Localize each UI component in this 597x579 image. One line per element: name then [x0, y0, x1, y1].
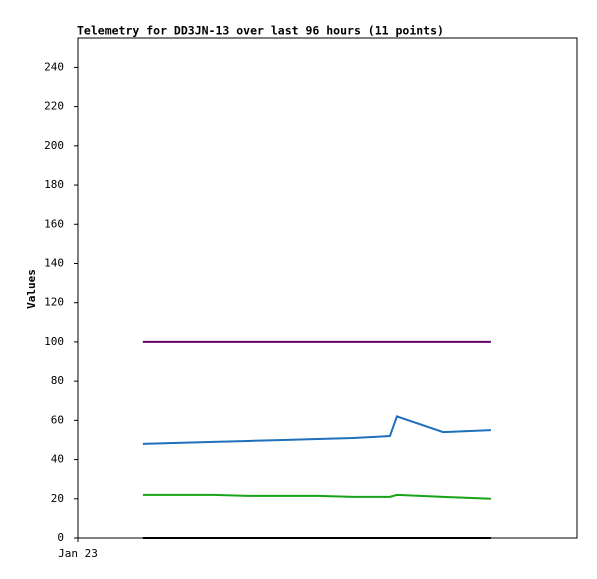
y-tick-label: 100 — [44, 335, 64, 348]
y-tick-label: 120 — [44, 296, 64, 309]
y-tick-label: 60 — [51, 413, 64, 426]
y-tick-label: 240 — [44, 60, 64, 73]
y-tick-label: 80 — [51, 374, 64, 387]
y-axis-label: Values — [25, 269, 38, 309]
y-tick-label: 0 — [57, 531, 64, 544]
y-tick-label: 200 — [44, 139, 64, 152]
y-tick-label: 220 — [44, 100, 64, 113]
x-tick-label: Jan 23 — [58, 547, 98, 560]
series-line — [142, 493, 491, 500]
y-tick-label: 140 — [44, 256, 64, 269]
y-tick-label: 20 — [51, 492, 64, 505]
y-tick-label: 180 — [44, 178, 64, 191]
y-tick-label: 160 — [44, 217, 64, 230]
chart-title: Telemetry for DD3JN-13 over last 96 hour… — [77, 24, 444, 38]
series-line — [142, 415, 491, 445]
plot-frame — [77, 37, 578, 539]
y-tick-label: 40 — [51, 453, 64, 466]
